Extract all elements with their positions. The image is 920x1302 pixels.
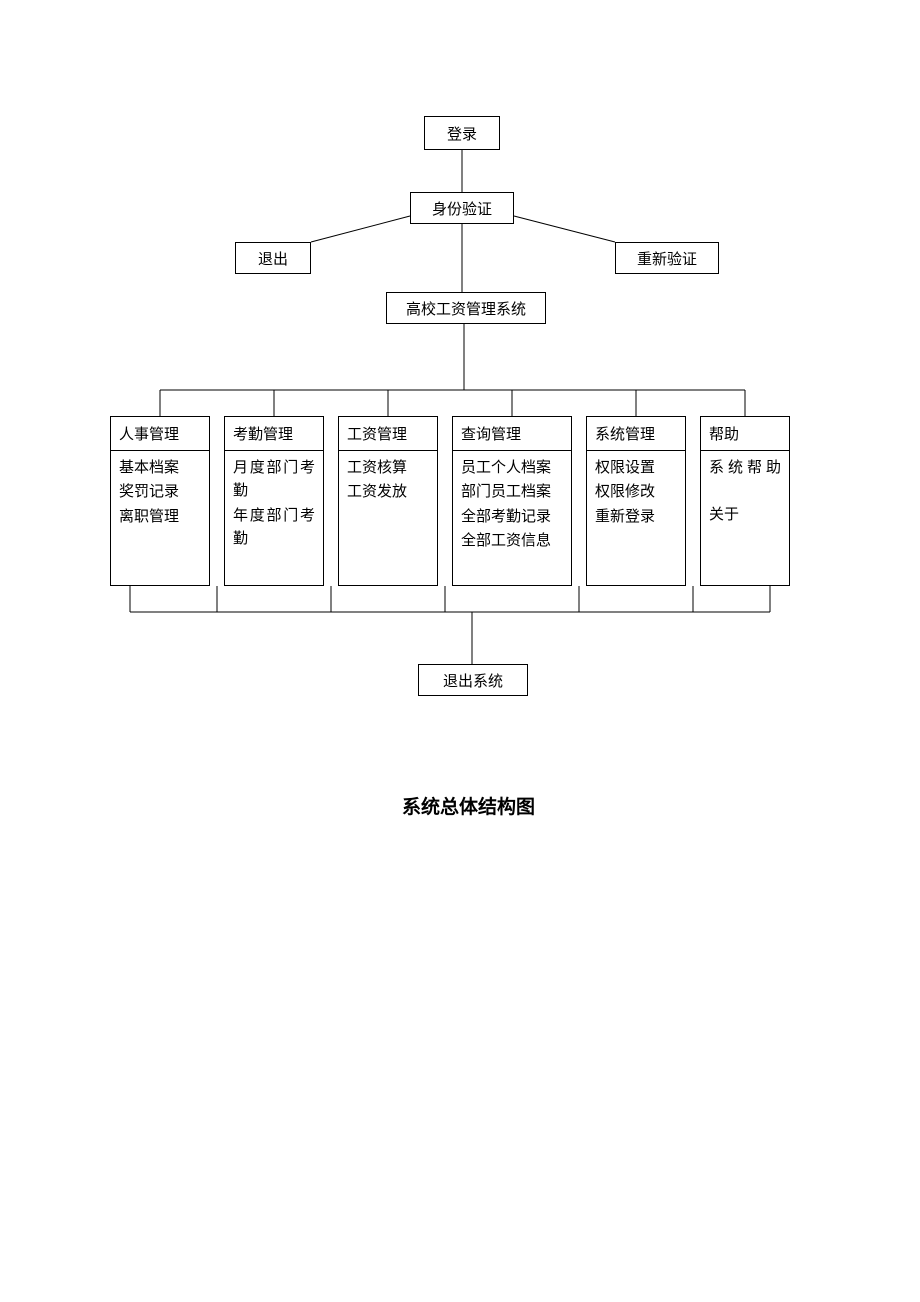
module-body: 系统帮助 关于 — [701, 451, 789, 535]
module-item — [709, 481, 781, 503]
caption-text: 系统总体结构图 — [402, 797, 535, 818]
diagram-caption: 系统总体结构图 — [402, 792, 535, 819]
module-help: 帮助 系统帮助 关于 — [700, 416, 790, 586]
module-item: 权限设置 — [595, 457, 677, 480]
module-body: 权限设置 权限修改 重新登录 — [587, 451, 685, 536]
module-header: 考勤管理 — [225, 417, 323, 451]
node-label: 身份验证 — [432, 198, 492, 219]
module-item: 月度部门考勤 — [233, 457, 315, 504]
module-body: 基本档案 奖罚记录 离职管理 — [111, 451, 209, 536]
module-item: 全部工资信息 — [461, 530, 563, 553]
module-header: 帮助 — [701, 417, 789, 451]
node-auth: 身份验证 — [410, 192, 514, 224]
module-item: 工资核算 — [347, 457, 429, 480]
node-revalidate: 重新验证 — [615, 242, 719, 274]
module-body: 工资核算 工资发放 — [339, 451, 437, 512]
module-header: 工资管理 — [339, 417, 437, 451]
module-item: 系统帮助 — [709, 457, 781, 480]
module-hr: 人事管理 基本档案 奖罚记录 离职管理 — [110, 416, 210, 586]
node-login: 登录 — [424, 116, 500, 150]
node-label: 退出 — [258, 248, 288, 269]
module-item: 关于 — [709, 504, 781, 527]
node-exit-system: 退出系统 — [418, 664, 528, 696]
module-body: 月度部门考勤 年度部门考勤 — [225, 451, 323, 558]
module-item: 员工个人档案 — [461, 457, 563, 480]
module-header: 查询管理 — [453, 417, 571, 451]
node-label: 高校工资管理系统 — [406, 298, 526, 319]
module-item: 奖罚记录 — [119, 481, 201, 504]
module-header: 人事管理 — [111, 417, 209, 451]
module-item: 工资发放 — [347, 481, 429, 504]
module-item: 全部考勤记录 — [461, 506, 563, 529]
module-salary: 工资管理 工资核算 工资发放 — [338, 416, 438, 586]
node-label: 退出系统 — [443, 670, 503, 691]
module-item: 离职管理 — [119, 506, 201, 529]
node-system: 高校工资管理系统 — [386, 292, 546, 324]
module-system-mgmt: 系统管理 权限设置 权限修改 重新登录 — [586, 416, 686, 586]
node-exit: 退出 — [235, 242, 311, 274]
module-body: 员工个人档案 部门员工档案 全部考勤记录 全部工资信息 — [453, 451, 571, 560]
module-item: 部门员工档案 — [461, 481, 563, 504]
module-attendance: 考勤管理 月度部门考勤 年度部门考勤 — [224, 416, 324, 586]
module-item: 权限修改 — [595, 481, 677, 504]
module-item: 基本档案 — [119, 457, 201, 480]
module-header: 系统管理 — [587, 417, 685, 451]
module-query: 查询管理 员工个人档案 部门员工档案 全部考勤记录 全部工资信息 — [452, 416, 572, 586]
node-label: 重新验证 — [637, 248, 697, 269]
module-item: 重新登录 — [595, 506, 677, 529]
module-item: 年度部门考勤 — [233, 505, 315, 552]
node-label: 登录 — [447, 123, 477, 144]
